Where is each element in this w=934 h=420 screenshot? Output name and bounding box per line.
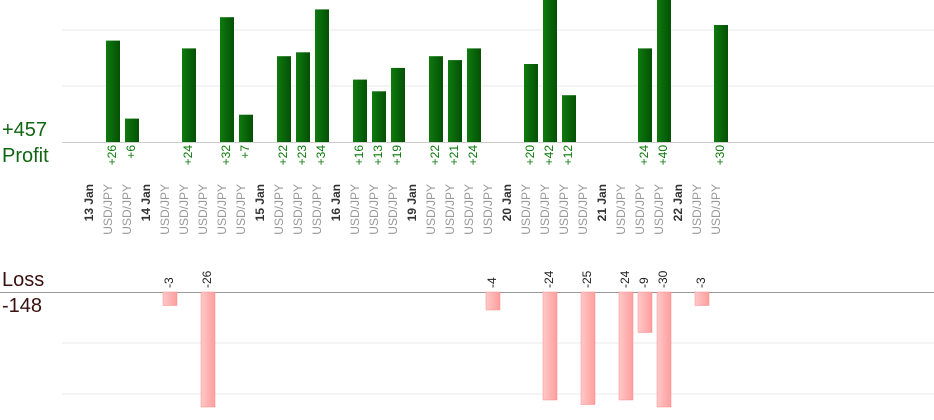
profit-bar [372,91,386,142]
loss-bar [618,291,634,401]
profit-value-label: +22 [276,145,290,166]
profit-bar [391,67,405,142]
profit-bar [429,56,443,143]
profit-bar [296,52,310,142]
pair-label: USD/JPY [576,184,590,235]
pair-label: USD/JPY [614,184,628,235]
profit-bar [562,95,576,142]
pair-label: USD/JPY [424,184,438,235]
pair-label: USD/JPY [652,184,666,235]
profit-value-label: +22 [428,145,442,166]
profit-bar [467,48,481,142]
pair-label: USD/JPY [177,184,191,235]
profit-value-label: +12 [561,145,575,166]
loss-bar [162,291,178,306]
loss-value-label: -24 [542,270,556,288]
profit-bar [277,56,291,143]
profit-value-label: +16 [352,145,366,166]
profit-value-label: +32 [219,145,233,166]
pair-label: USD/JPY [348,184,362,235]
pair-label: USD/JPY [196,184,210,235]
bars [106,0,728,408]
pair-label: USD/JPY [158,184,172,235]
loss-bar [542,291,558,401]
profit-bar [543,0,557,142]
loss-value-label: -4 [485,277,499,288]
profit-total: +457 [2,119,48,141]
pair-label: USD/JPY [215,184,229,235]
loss-label: Loss [2,269,45,291]
date-label: 20 Jan [500,184,514,221]
profit-value-label: +24 [466,145,480,166]
profit-value-label: +23 [295,145,309,166]
profit-value-label: +7 [238,145,252,159]
labels: 13 Jan USD/JPY +26 USD/JPY +6 14 Jan USD/JPY -3… [82,145,727,288]
loss-bar [694,291,710,306]
loss-value-label: -9 [637,277,651,288]
profit-bar [448,60,462,142]
pair-label: USD/JPY [367,184,381,235]
pair-label: USD/JPY [310,184,324,235]
profit-bar [315,9,329,143]
loss-bar [485,291,501,311]
loss-bar [200,291,216,408]
date-label: 21 Jan [595,184,609,221]
profit-value-label: +40 [656,145,670,166]
pair-label: USD/JPY [709,184,723,235]
pair-label: USD/JPY [272,184,286,235]
profit-value-label: +24 [637,145,651,166]
profit-bar [106,40,120,142]
loss-value-label: -30 [656,270,670,288]
profit-bar [220,17,234,143]
loss-bar [580,291,596,405]
pair-label: USD/JPY [690,184,704,235]
loss-value-label: -3 [162,277,176,288]
profit-bar [714,25,728,142]
loss-bar [656,291,672,408]
pair-label: USD/JPY [557,184,571,235]
date-label: 13 Jan [82,184,96,221]
loss-value-label: -25 [580,270,594,288]
pair-label: USD/JPY [101,184,115,235]
profit-value-label: +34 [314,145,328,166]
profit-bar [353,79,367,142]
profit-bar [182,48,196,142]
date-label: 19 Jan [405,184,419,221]
profit-bar [524,64,538,142]
pair-label: USD/JPY [120,184,134,235]
profit-value-label: +20 [523,145,537,166]
profit-bar [125,118,139,142]
profit-value-label: +19 [390,145,404,166]
profit-bar [638,48,652,142]
loss-value-label: -3 [694,277,708,288]
pair-label: USD/JPY [519,184,533,235]
date-label: 22 Jan [671,184,685,221]
loss-value-label: -24 [618,270,632,288]
pair-label: USD/JPY [291,184,305,235]
profit-bar [239,114,253,142]
profit-value-label: +26 [105,145,119,166]
date-label: 15 Jan [253,184,267,221]
pair-label: USD/JPY [386,184,400,235]
profit-value-label: +24 [181,145,195,166]
pair-label: USD/JPY [481,184,495,235]
pair-label: USD/JPY [462,184,476,235]
loss-bar [637,291,653,333]
profit-value-label: +42 [542,145,556,166]
profit-bar [657,0,671,142]
profit-value-label: +21 [447,145,461,166]
pair-label: USD/JPY [538,184,552,235]
pair-label: USD/JPY [443,184,457,235]
pair-label: USD/JPY [234,184,248,235]
loss-value-label: -26 [200,270,214,288]
loss-total: -148 [2,295,43,317]
date-label: 14 Jan [139,184,153,221]
profit-value-label: +13 [371,145,385,166]
profit-value-label: +30 [713,145,727,166]
pair-label: USD/JPY [633,184,647,235]
date-label: 16 Jan [329,184,343,221]
profit-label: Profit [2,145,49,167]
profit-value-label: +6 [124,145,138,159]
